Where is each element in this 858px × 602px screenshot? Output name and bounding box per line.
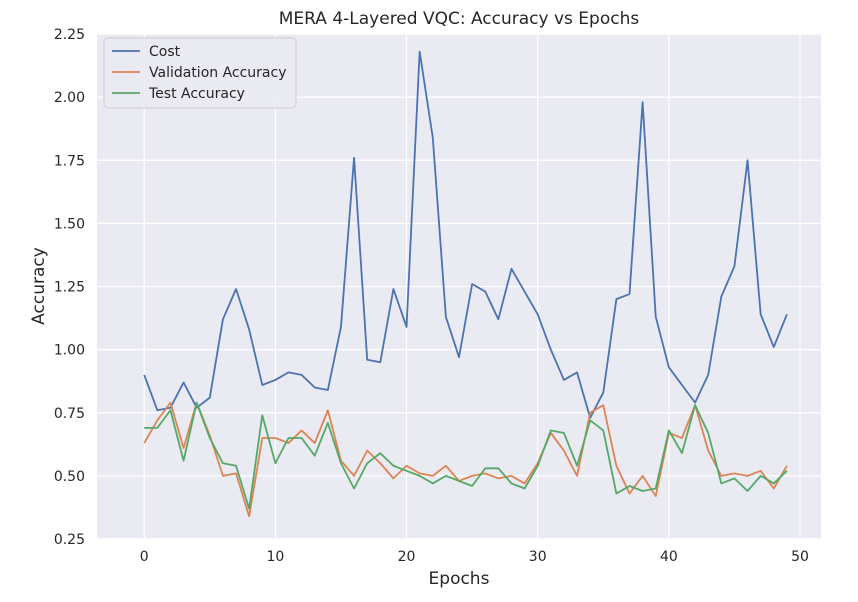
series-line-test-accuracy	[144, 401, 788, 510]
x-tick-label: 30	[529, 549, 547, 565]
y-tick-labels: 0.25 0.50 0.75 1.00 1.25 1.50 1.75 2.00 2.25	[54, 27, 85, 548]
y-tick-label: 0.25	[54, 532, 85, 548]
y-tick-label: 1.50	[54, 216, 85, 232]
grid-lines	[97, 33, 821, 540]
legend: Cost Validation Accuracy Test Accuracy	[103, 37, 297, 109]
y-axis-label: Accuracy	[29, 247, 49, 325]
y-tick-label: 2.25	[54, 27, 85, 43]
legend-label-validation-accuracy: Validation Accuracy	[149, 65, 287, 81]
series-line-validation-accuracy	[143, 401, 788, 518]
y-tick-label: 2.00	[54, 90, 85, 106]
legend-label-cost: Cost	[149, 44, 181, 60]
x-tick-label: 0	[140, 549, 149, 565]
y-tick-label: 0.75	[54, 406, 85, 422]
series-line-cost	[143, 50, 788, 419]
legend-box	[103, 37, 297, 109]
y-tick-label: 1.00	[54, 343, 85, 359]
x-tick-labels: 0 10 20 30 40 50	[140, 549, 809, 565]
x-tick-label: 20	[398, 549, 416, 565]
chart-title: MERA 4-Layered VQC: Accuracy vs Epochs	[279, 9, 640, 29]
x-axis-label: Epochs	[429, 569, 490, 589]
y-tick-label: 1.75	[54, 153, 85, 169]
y-tick-label: 1.25	[54, 280, 85, 296]
x-tick-label: 10	[266, 549, 284, 565]
x-tick-label: 50	[791, 549, 809, 565]
x-tick-label: 40	[660, 549, 678, 565]
y-tick-label: 0.50	[54, 469, 85, 485]
legend-label-test-accuracy: Test Accuracy	[148, 86, 245, 102]
series-layer	[143, 50, 788, 518]
